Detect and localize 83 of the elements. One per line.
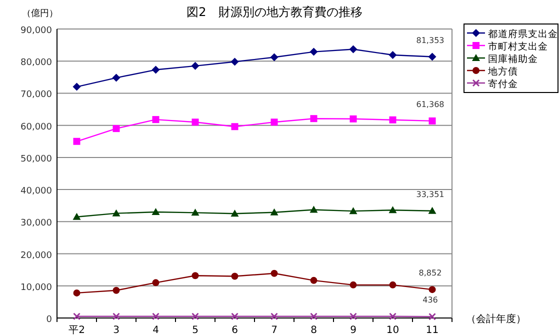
point: [152, 279, 160, 286]
point: [192, 312, 199, 320]
point: [73, 138, 80, 145]
point: [350, 281, 357, 288]
point: [389, 312, 396, 320]
x-axis-title: （会計年度）: [466, 313, 526, 325]
x-tick-label: 5: [192, 325, 198, 336]
x-tick-label: 7: [271, 325, 278, 336]
point: [191, 62, 200, 70]
x-tick-label: 9: [350, 325, 356, 336]
point: [73, 312, 80, 320]
legend-label: 寄付金: [488, 78, 518, 90]
point: [72, 82, 81, 91]
y-tick-label: 0: [46, 315, 52, 325]
point: [428, 312, 436, 320]
point: [388, 51, 397, 60]
y-tick-label: 50,000: [20, 154, 52, 164]
point: [192, 272, 199, 280]
point: [428, 52, 436, 61]
x-tick-label: 10: [386, 325, 400, 336]
point: [270, 118, 278, 126]
point: [310, 206, 318, 213]
y-tick-label: 80,000: [20, 58, 52, 68]
point: [310, 48, 318, 56]
point: [231, 123, 238, 130]
point: [72, 212, 81, 220]
data-label: 81,353: [416, 36, 444, 45]
x-tick-label: 8: [310, 325, 317, 336]
point: [428, 286, 436, 294]
point: [349, 207, 358, 214]
legend-label: 都道府県支出金: [488, 28, 558, 40]
x-tick-label: 6: [232, 325, 238, 336]
y-tick-label: 20,000: [20, 250, 52, 261]
point: [192, 118, 199, 126]
point: [389, 116, 396, 124]
point: [230, 58, 239, 66]
y-tick-label: 40,000: [20, 186, 52, 197]
legend-label: 地方債: [487, 66, 518, 78]
point: [270, 312, 278, 320]
point: [112, 312, 120, 320]
point: [349, 45, 358, 54]
x-tick-label: 3: [113, 325, 120, 336]
y-tick-label: 60,000: [20, 122, 52, 132]
point: [270, 53, 278, 62]
point: [152, 312, 160, 320]
point: [230, 210, 239, 217]
point: [428, 117, 436, 124]
point: [112, 74, 120, 82]
point: [310, 115, 318, 122]
x-tick-label: 11: [426, 325, 439, 336]
point: [388, 206, 397, 214]
data-label: 8,852: [418, 268, 442, 278]
point: [310, 312, 318, 320]
point: [152, 208, 160, 216]
y-tick-label: 10,000: [20, 282, 52, 293]
data-label: 61,368: [416, 100, 444, 109]
chart-title: 図2 財源別の地方教育費の推移: [186, 5, 362, 19]
point: [270, 208, 278, 216]
data-label: 436: [422, 296, 438, 305]
point: [350, 312, 357, 320]
point: [152, 66, 160, 74]
point: [73, 289, 80, 296]
point: [310, 276, 318, 284]
point: [152, 116, 160, 124]
point: [270, 270, 278, 277]
y-tick-label: 30,000: [20, 218, 52, 229]
x-tick-label: 平2: [68, 325, 85, 336]
y-tick-label: 90,000: [20, 26, 52, 36]
data-label: 33,351: [416, 190, 444, 199]
point: [389, 281, 396, 288]
point: [112, 209, 120, 216]
point: [112, 125, 120, 132]
x-tick-label: 4: [152, 325, 159, 336]
y-axis-title: （億円）: [22, 8, 58, 19]
point: [112, 286, 120, 294]
point: [191, 208, 200, 216]
point: [350, 115, 357, 122]
legend-label: 国庫補助金: [488, 53, 538, 65]
point: [428, 206, 436, 214]
legend-label: 市町村支出金: [488, 40, 548, 52]
point: [231, 272, 238, 280]
point: [231, 312, 238, 320]
y-tick-label: 70,000: [20, 90, 52, 100]
